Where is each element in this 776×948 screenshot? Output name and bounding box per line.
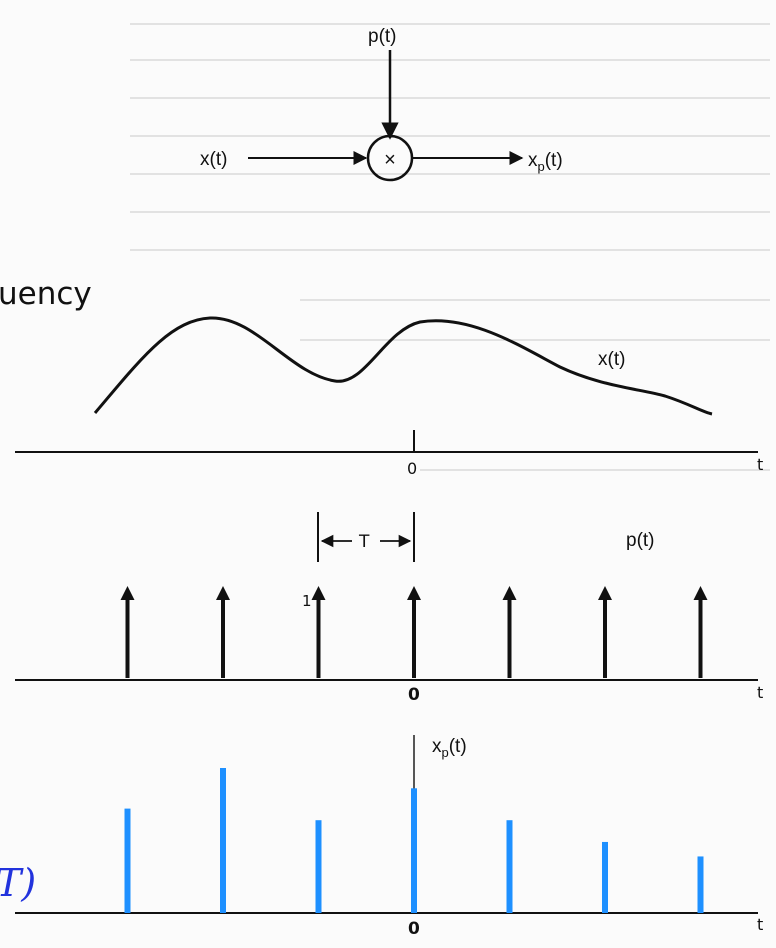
impulse-arrowhead-4 [502, 586, 517, 600]
background-scan-lines [130, 23, 770, 471]
carrier-label: p(t) [368, 26, 397, 47]
impulse-arrowhead-2 [311, 586, 326, 600]
sample-0 [124, 808, 131, 913]
multiplier-block-diagram: p(t) x(t) × xp(t) [200, 26, 563, 182]
sampled-origin-label: 0 [408, 919, 420, 939]
sample-2 [315, 820, 322, 913]
sampled-axis-label: t [757, 915, 763, 934]
impulse-origin-label: 0 [408, 685, 420, 705]
input-label: x(t) [200, 149, 227, 170]
impulse-arrowhead-5 [598, 586, 612, 600]
impulse-train-label: p(t) [626, 530, 655, 551]
impulse-arrowhead-1 [216, 586, 230, 600]
signal-curve [93, 316, 713, 416]
sample-3 [411, 788, 417, 913]
signal-axis-label: t [757, 455, 763, 474]
slide-title-fragment: uency [0, 276, 92, 312]
sample-4 [506, 820, 513, 913]
impulse-arrowhead-3 [407, 586, 421, 600]
multiplier-symbol: × [384, 149, 396, 171]
sample-6 [697, 856, 704, 913]
sample-1 [220, 768, 226, 913]
impulse-axis-label: t [757, 683, 763, 702]
signal-panel: 0 t x(t) [15, 316, 763, 478]
slide-formula-fragment: T) [0, 861, 36, 905]
sample-5 [602, 841, 608, 913]
output-label: xp(t) [528, 150, 563, 174]
impulse-height-label: 1 [302, 592, 312, 610]
impulse-train-panel: 0 t p(t) 1 T [15, 512, 763, 705]
impulse-arrowhead-6 [693, 586, 708, 600]
multiplier-node [366, 134, 414, 182]
sampled-signal-label: xp(t) [432, 736, 467, 760]
signal-label: x(t) [598, 349, 625, 370]
sampled-panel: 0 t xp(t) [15, 735, 763, 939]
signal-origin-label: 0 [407, 459, 417, 478]
impulse-arrowhead-0 [120, 586, 135, 600]
period-label: T [358, 532, 370, 552]
